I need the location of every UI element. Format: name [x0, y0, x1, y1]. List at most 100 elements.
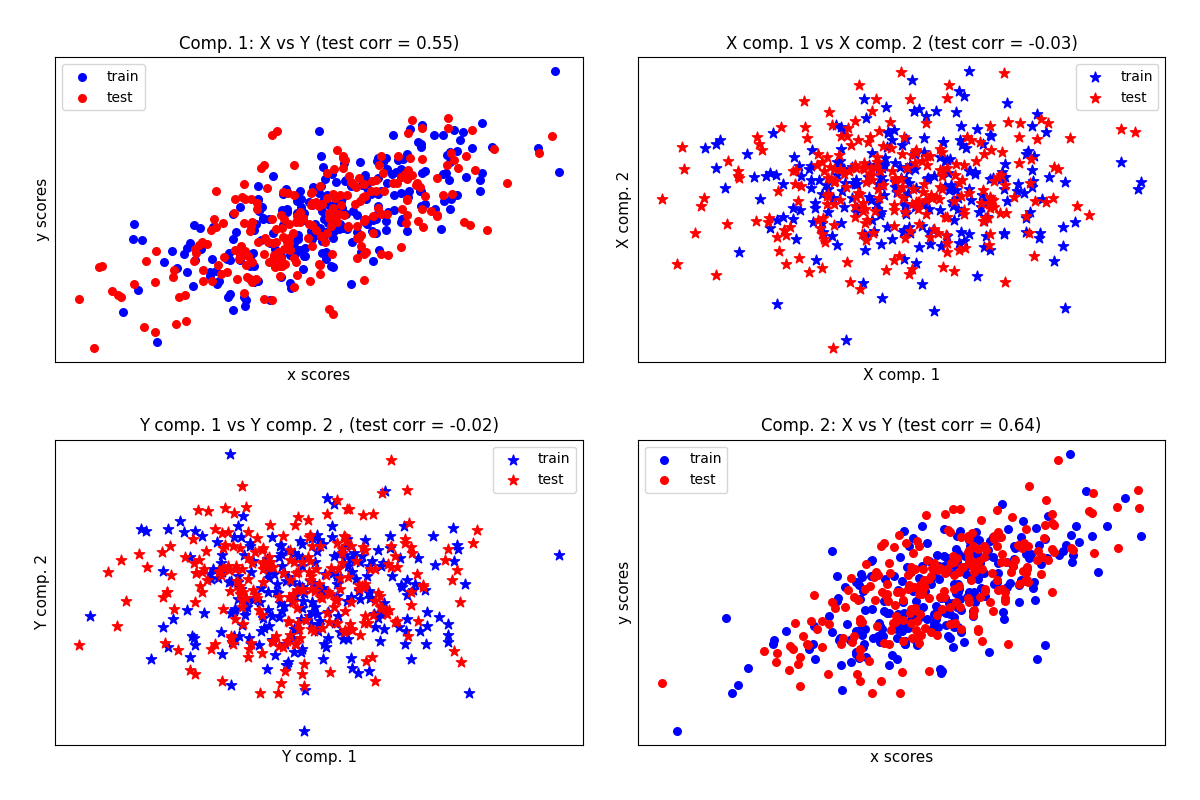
test — [211, 569, 230, 582]
train — [728, 678, 748, 691]
train — [185, 524, 204, 537]
train — [410, 185, 430, 198]
test — [846, 162, 865, 174]
train — [307, 529, 326, 542]
test — [814, 212, 833, 225]
test — [246, 588, 265, 601]
train — [995, 170, 1014, 183]
test — [403, 546, 422, 559]
train — [384, 204, 403, 217]
test — [312, 230, 331, 242]
train — [716, 611, 736, 624]
test — [355, 617, 374, 630]
test — [323, 202, 342, 214]
train — [894, 595, 913, 608]
train — [1057, 539, 1076, 552]
test — [365, 562, 384, 575]
test — [290, 206, 310, 218]
test — [1013, 564, 1032, 577]
train — [960, 586, 979, 598]
train — [241, 638, 260, 650]
train — [887, 623, 906, 636]
test — [922, 626, 941, 638]
train — [317, 226, 336, 238]
test — [242, 215, 262, 228]
train — [1088, 566, 1108, 579]
train — [448, 539, 467, 552]
train — [470, 174, 490, 186]
test — [270, 259, 289, 272]
test — [258, 236, 277, 249]
train — [222, 678, 241, 691]
test — [829, 148, 848, 161]
train — [391, 552, 410, 565]
train — [355, 215, 374, 228]
test — [857, 213, 876, 226]
train — [737, 148, 756, 161]
test — [919, 592, 938, 605]
test — [260, 560, 280, 573]
test — [379, 603, 398, 616]
train — [974, 566, 994, 579]
train — [947, 106, 966, 118]
train — [276, 575, 295, 588]
train — [958, 560, 977, 573]
train — [828, 238, 847, 251]
train — [830, 155, 850, 168]
train — [1012, 574, 1031, 586]
train — [869, 630, 888, 642]
test — [300, 574, 319, 586]
train — [931, 592, 950, 605]
train — [948, 530, 967, 542]
train — [972, 188, 991, 201]
train — [282, 575, 301, 588]
test — [815, 232, 834, 245]
train — [1021, 547, 1040, 560]
train — [979, 646, 998, 658]
test — [949, 579, 968, 592]
test — [218, 526, 238, 538]
train — [910, 572, 929, 585]
train — [936, 592, 955, 605]
train — [368, 152, 388, 165]
train — [959, 534, 978, 546]
train — [966, 563, 985, 576]
train — [995, 226, 1014, 239]
test — [278, 186, 298, 199]
test — [959, 595, 978, 608]
train — [922, 577, 941, 590]
train — [353, 174, 372, 187]
test — [821, 173, 840, 186]
test — [974, 147, 994, 160]
test — [785, 617, 804, 630]
test — [971, 590, 990, 603]
train — [280, 248, 299, 261]
train — [410, 625, 430, 638]
test — [190, 239, 209, 252]
test — [229, 253, 248, 266]
test — [336, 534, 355, 547]
train — [224, 630, 244, 642]
train — [947, 554, 966, 567]
train — [912, 560, 931, 573]
test — [391, 241, 410, 254]
train — [859, 158, 878, 171]
train — [838, 618, 857, 630]
train — [997, 556, 1016, 569]
test — [851, 615, 870, 628]
test — [317, 226, 336, 239]
test — [164, 602, 184, 615]
test — [959, 591, 978, 604]
test — [210, 564, 229, 577]
train — [936, 618, 955, 631]
test — [923, 192, 942, 205]
train — [944, 611, 964, 624]
train — [288, 207, 307, 220]
train — [343, 204, 362, 217]
train — [896, 173, 916, 186]
train — [966, 526, 985, 538]
train — [949, 203, 968, 216]
test — [985, 201, 1004, 214]
test — [912, 586, 931, 598]
test — [1043, 543, 1062, 556]
